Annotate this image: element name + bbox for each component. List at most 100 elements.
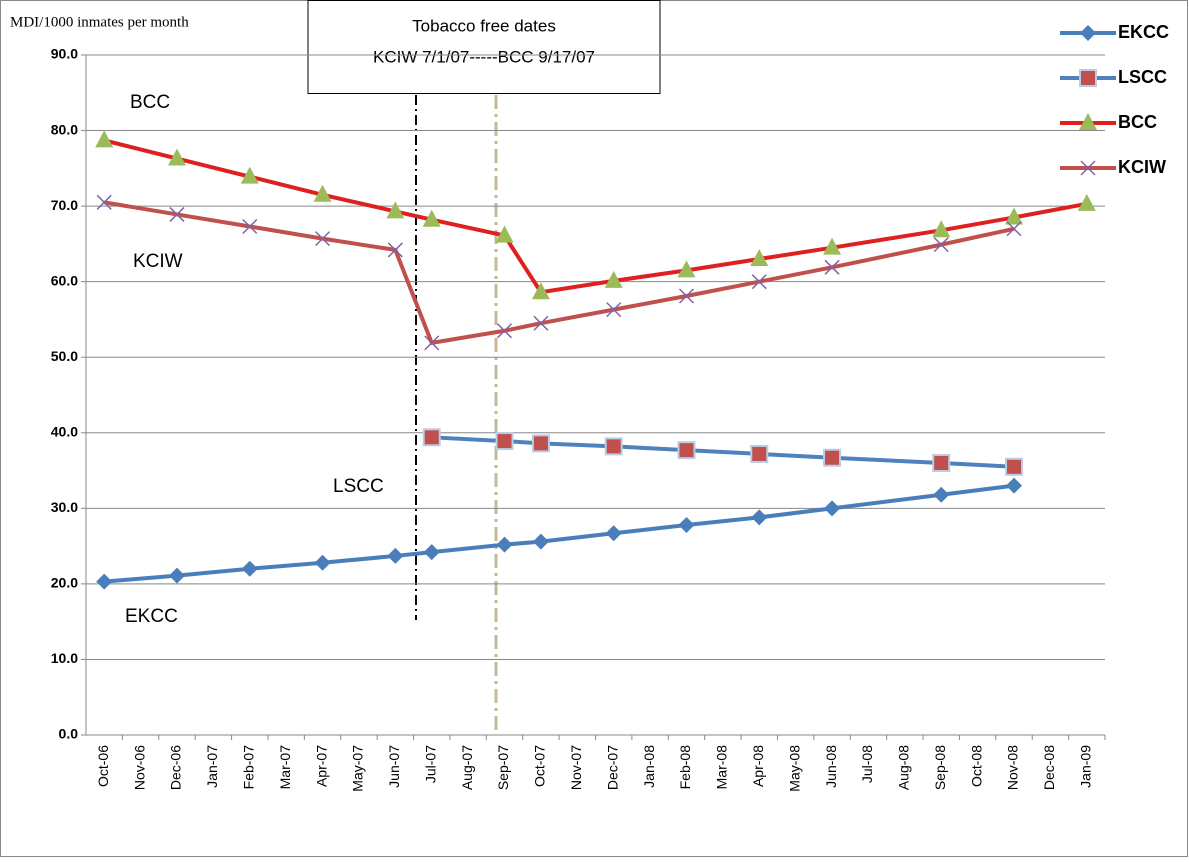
x-tick-label: Jun-08 bbox=[823, 745, 839, 788]
legend-label: LSCC bbox=[1118, 67, 1167, 87]
marker bbox=[823, 237, 842, 255]
marker bbox=[823, 448, 842, 467]
x-tick-label: Sep-08 bbox=[932, 745, 948, 790]
marker bbox=[1005, 457, 1024, 476]
x-tick-label: Dec-07 bbox=[604, 745, 620, 790]
marker bbox=[496, 536, 513, 553]
y-tick-label: 70.0 bbox=[51, 197, 78, 213]
x-tick-label: Oct-07 bbox=[532, 745, 548, 787]
series-line bbox=[103, 200, 1015, 346]
marker bbox=[751, 509, 768, 526]
marker bbox=[750, 444, 769, 463]
annotation-text: KCIW 7/1/07-----BCC 9/17/07 bbox=[373, 47, 595, 66]
marker bbox=[168, 567, 185, 584]
y-tick-label: 50.0 bbox=[51, 348, 78, 364]
series-annotation: LSCC bbox=[333, 476, 384, 497]
series-line bbox=[104, 483, 1015, 584]
legend-marker bbox=[1080, 160, 1096, 176]
y-axis-label: MDI/1000 inmates per month bbox=[10, 14, 189, 30]
marker bbox=[169, 206, 185, 222]
annotation-text: Tobacco free dates bbox=[412, 16, 556, 35]
marker bbox=[678, 516, 695, 533]
marker bbox=[422, 209, 441, 227]
y-tick-label: 30.0 bbox=[51, 499, 78, 515]
x-tick-label: Jan-08 bbox=[641, 745, 657, 788]
marker bbox=[751, 274, 767, 290]
marker bbox=[606, 302, 622, 318]
series-annotation: BCC bbox=[130, 92, 170, 113]
marker bbox=[932, 454, 951, 472]
x-tick-label: Dec-06 bbox=[168, 745, 184, 790]
marker bbox=[933, 237, 949, 253]
marker bbox=[933, 486, 950, 503]
marker bbox=[422, 428, 441, 447]
legend-label: EKCC bbox=[1118, 22, 1169, 42]
x-tick-label: Nov-08 bbox=[1005, 745, 1021, 790]
marker bbox=[677, 260, 696, 278]
x-tick-label: May-07 bbox=[350, 745, 366, 792]
marker bbox=[313, 184, 332, 202]
marker bbox=[315, 231, 331, 247]
marker bbox=[423, 544, 440, 561]
y-tick-label: 10.0 bbox=[51, 650, 78, 666]
marker bbox=[240, 166, 259, 184]
marker bbox=[1077, 193, 1096, 211]
series-annotation: KCIW bbox=[133, 251, 183, 272]
legend-label: BCC bbox=[1118, 112, 1157, 132]
legend-marker bbox=[1079, 69, 1097, 87]
y-tick-label: 60.0 bbox=[51, 272, 78, 288]
x-tick-label: Jul-07 bbox=[422, 745, 438, 783]
x-tick-label: Oct-06 bbox=[95, 745, 111, 787]
marker bbox=[496, 323, 513, 339]
marker bbox=[387, 547, 404, 564]
marker bbox=[241, 560, 258, 577]
x-tick-label: Jan-09 bbox=[1078, 745, 1094, 788]
marker bbox=[932, 220, 951, 238]
x-tick-label: Jan-07 bbox=[204, 745, 220, 788]
marker bbox=[495, 225, 514, 243]
marker bbox=[678, 288, 695, 304]
legend-label: KCIW bbox=[1118, 157, 1166, 177]
marker bbox=[495, 432, 514, 451]
marker bbox=[531, 434, 550, 453]
x-tick-label: Nov-06 bbox=[131, 745, 147, 790]
legend-marker bbox=[1080, 25, 1096, 41]
marker bbox=[533, 315, 549, 331]
marker bbox=[96, 194, 112, 210]
marker bbox=[386, 201, 405, 219]
marker bbox=[95, 130, 114, 148]
y-tick-label: 90.0 bbox=[51, 46, 78, 62]
x-tick-label: Aug-07 bbox=[459, 745, 475, 790]
annotation-box bbox=[307, 0, 661, 94]
x-tick-label: Nov-07 bbox=[568, 745, 584, 790]
marker bbox=[314, 554, 331, 571]
marker bbox=[604, 437, 623, 456]
marker bbox=[387, 242, 403, 258]
x-tick-label: Feb-07 bbox=[240, 745, 256, 790]
marker bbox=[532, 533, 549, 550]
x-tick-label: Feb-08 bbox=[677, 745, 693, 790]
x-tick-label: Mar-07 bbox=[277, 745, 293, 790]
x-tick-label: Mar-08 bbox=[714, 745, 730, 790]
marker bbox=[824, 500, 841, 517]
legend-marker bbox=[1079, 113, 1097, 130]
marker bbox=[1005, 207, 1024, 225]
marker bbox=[96, 573, 113, 590]
marker bbox=[824, 259, 840, 275]
y-tick-label: 80.0 bbox=[51, 121, 78, 137]
marker bbox=[1006, 477, 1023, 494]
x-tick-label: Jun-07 bbox=[386, 745, 402, 788]
marker bbox=[1006, 221, 1022, 237]
x-tick-label: Dec-08 bbox=[1041, 745, 1057, 790]
x-tick-label: Apr-08 bbox=[750, 745, 766, 787]
y-tick-label: 20.0 bbox=[51, 575, 78, 591]
marker bbox=[605, 525, 622, 542]
x-tick-label: Sep-07 bbox=[495, 745, 511, 790]
x-tick-label: Aug-08 bbox=[896, 745, 912, 790]
x-tick-label: Oct-08 bbox=[968, 745, 984, 787]
marker bbox=[167, 148, 186, 166]
y-tick-label: 0.0 bbox=[59, 726, 79, 742]
marker bbox=[242, 218, 258, 235]
marker bbox=[604, 270, 623, 288]
